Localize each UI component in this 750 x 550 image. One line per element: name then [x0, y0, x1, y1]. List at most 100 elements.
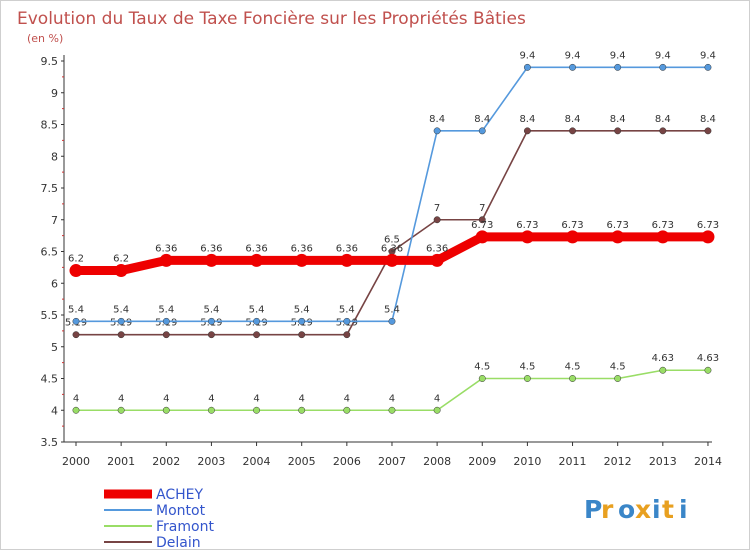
data-label: 4.5 — [565, 362, 581, 373]
series-framont: 4 4 4 4 4 4 4 4 4 4.5 4.5 4.5 4.5 4.63 4.63 — [72, 353, 719, 414]
data-point — [159, 253, 173, 267]
data-label: 8.4 — [610, 114, 626, 125]
legend-label-framont: Framont — [156, 519, 214, 535]
data-point — [433, 216, 441, 224]
legend-label-achey: ACHEY — [156, 487, 203, 503]
data-point — [343, 331, 351, 339]
x-tick-label: 2008 — [423, 455, 451, 468]
data-point — [117, 406, 125, 414]
y-tick-label: 6.5 — [41, 246, 59, 259]
data-point — [478, 375, 486, 382]
data-label: 4 — [434, 393, 440, 404]
x-tick-label: 2010 — [513, 455, 541, 468]
data-label: 6.73 — [697, 220, 719, 231]
y-tick-label: 9.5 — [41, 55, 59, 68]
data-label: 6.36 — [291, 243, 313, 254]
data-label: 6.36 — [245, 243, 267, 254]
y-tick-label: 5.5 — [41, 309, 59, 322]
data-point — [204, 253, 218, 267]
data-point — [253, 406, 261, 414]
data-point — [704, 127, 712, 135]
data-point — [523, 375, 531, 382]
data-label: 4.63 — [697, 353, 719, 364]
data-label: 5.4 — [384, 304, 400, 315]
x-tick-label: 2003 — [197, 455, 225, 468]
data-point — [523, 127, 531, 135]
logo-letter: t — [662, 495, 674, 524]
x-tick-label: 2014 — [694, 455, 722, 468]
y-tick-label: 7.5 — [41, 182, 59, 195]
data-point — [340, 253, 354, 267]
data-point — [701, 230, 715, 244]
legend-label-montot: Montot — [156, 503, 206, 519]
data-point — [388, 317, 396, 325]
data-label: 6.73 — [607, 220, 629, 231]
data-label: 8.4 — [655, 114, 671, 125]
series-layer: 4444444444.54.54.54.54.634.635.195.195.1… — [65, 50, 719, 414]
data-label: 5.4 — [68, 304, 84, 315]
data-point — [659, 127, 667, 135]
data-point — [162, 406, 170, 414]
data-label: 7 — [434, 203, 440, 214]
data-point — [614, 63, 622, 71]
data-point — [520, 230, 534, 244]
data-label: 6.36 — [336, 243, 358, 254]
series-line-montot — [75, 66, 709, 323]
data-point — [117, 317, 125, 325]
data-point — [659, 63, 667, 71]
data-point — [523, 63, 531, 71]
series-montot: 5.4 5.4 5.4 5.4 5.4 5.4 5.4 5.4 8.4 8.4 9.4 9.4 9.4 9… — [68, 50, 716, 325]
data-label: 4 — [118, 393, 124, 404]
data-point — [614, 375, 622, 382]
data-point — [614, 127, 622, 135]
data-label: 4 — [344, 393, 350, 404]
logo-letter: o — [618, 495, 635, 524]
data-point — [253, 317, 261, 325]
chart-title: Evolution du Taux de Taxe Foncière sur l… — [17, 9, 526, 29]
data-point — [250, 253, 264, 267]
data-label: 4 — [389, 393, 395, 404]
data-point — [207, 406, 215, 414]
x-tick-label: 2009 — [468, 455, 496, 468]
data-label: 7 — [479, 203, 485, 214]
logo-letter: x — [635, 495, 651, 524]
y-tick-label: 4.5 — [41, 373, 59, 386]
data-point — [114, 264, 128, 278]
data-point — [72, 406, 80, 414]
data-point — [162, 331, 170, 339]
data-label: 5.4 — [339, 304, 355, 315]
y-tick-label: 3.5 — [41, 436, 59, 449]
data-label: 5.4 — [294, 304, 310, 315]
data-point — [162, 317, 170, 325]
data-label: 6.73 — [652, 220, 674, 231]
y-tick-label: 5 — [51, 341, 58, 354]
data-label: 4 — [163, 393, 169, 404]
x-tick-label: 2007 — [378, 455, 406, 468]
data-label: 6.2 — [113, 254, 129, 265]
data-label: 6.5 — [384, 235, 400, 246]
data-point — [569, 63, 576, 71]
data-label: 6.36 — [381, 243, 403, 254]
data-label: 9.4 — [700, 50, 716, 61]
data-point — [298, 406, 306, 414]
data-point — [478, 127, 486, 135]
data-point — [72, 317, 80, 325]
y-tick-label: 7 — [51, 214, 58, 227]
data-label: 5.4 — [249, 304, 265, 315]
data-point — [611, 230, 625, 244]
data-point — [343, 406, 351, 414]
y-tick-label: 8.5 — [41, 119, 59, 132]
data-label: 6.73 — [471, 220, 493, 231]
series-achey: 6.2 6.2 6.36 6.36 6.36 6.36 6.36 6.36 6.36 6.73 6.… — [68, 220, 719, 278]
data-point — [704, 63, 712, 71]
data-label: 8.4 — [565, 114, 581, 125]
data-point — [298, 317, 306, 325]
unit-label: (en %) — [27, 32, 63, 45]
data-point — [569, 375, 576, 382]
axes: 3.5 4 4.5 5 5.5 6 6.5 7 7.5 8 8.5 9 9.5 2000 2001 2002 2… — [41, 55, 722, 468]
legend-label-delain: Delain — [156, 535, 201, 549]
data-point — [117, 331, 125, 339]
logo-letter: i — [679, 495, 688, 524]
